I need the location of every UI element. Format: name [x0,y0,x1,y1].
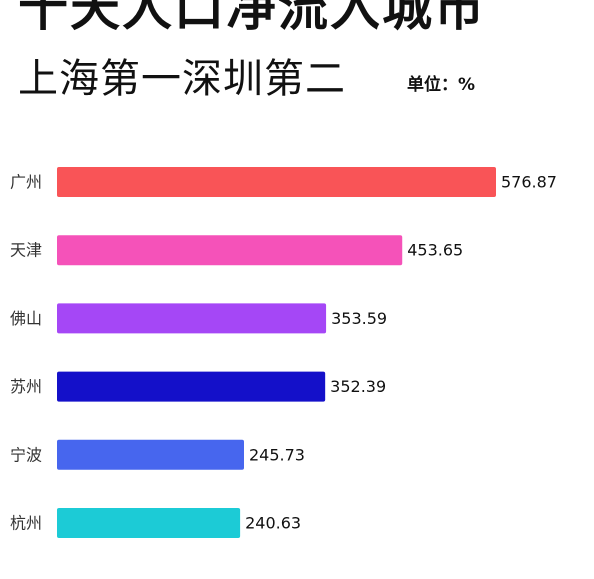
value-label: 453.65 [407,241,463,260]
chart-title: 十天人口净流入城市 [18,0,486,37]
category-label: 杭州 [10,514,42,533]
bar [57,439,245,470]
category-label: 佛山 [10,309,42,328]
value-label: 353.59 [331,309,387,328]
bar [57,371,326,402]
bar [57,167,496,197]
category-label: 天津 [10,241,42,260]
bar [57,235,403,266]
value-label: 245.73 [249,445,305,464]
bar [57,508,241,538]
category-label: 广州 [10,173,42,192]
category-label: 苏州 [10,377,42,396]
value-label: 352.39 [330,377,386,396]
category-label: 宁波 [10,445,42,464]
unit-label: 单位：% [407,75,476,95]
value-label: 576.87 [501,173,557,192]
value-label: 240.63 [245,514,301,533]
bar [57,303,327,334]
chart-subtitle: 上海第一深圳第二 [18,56,346,102]
